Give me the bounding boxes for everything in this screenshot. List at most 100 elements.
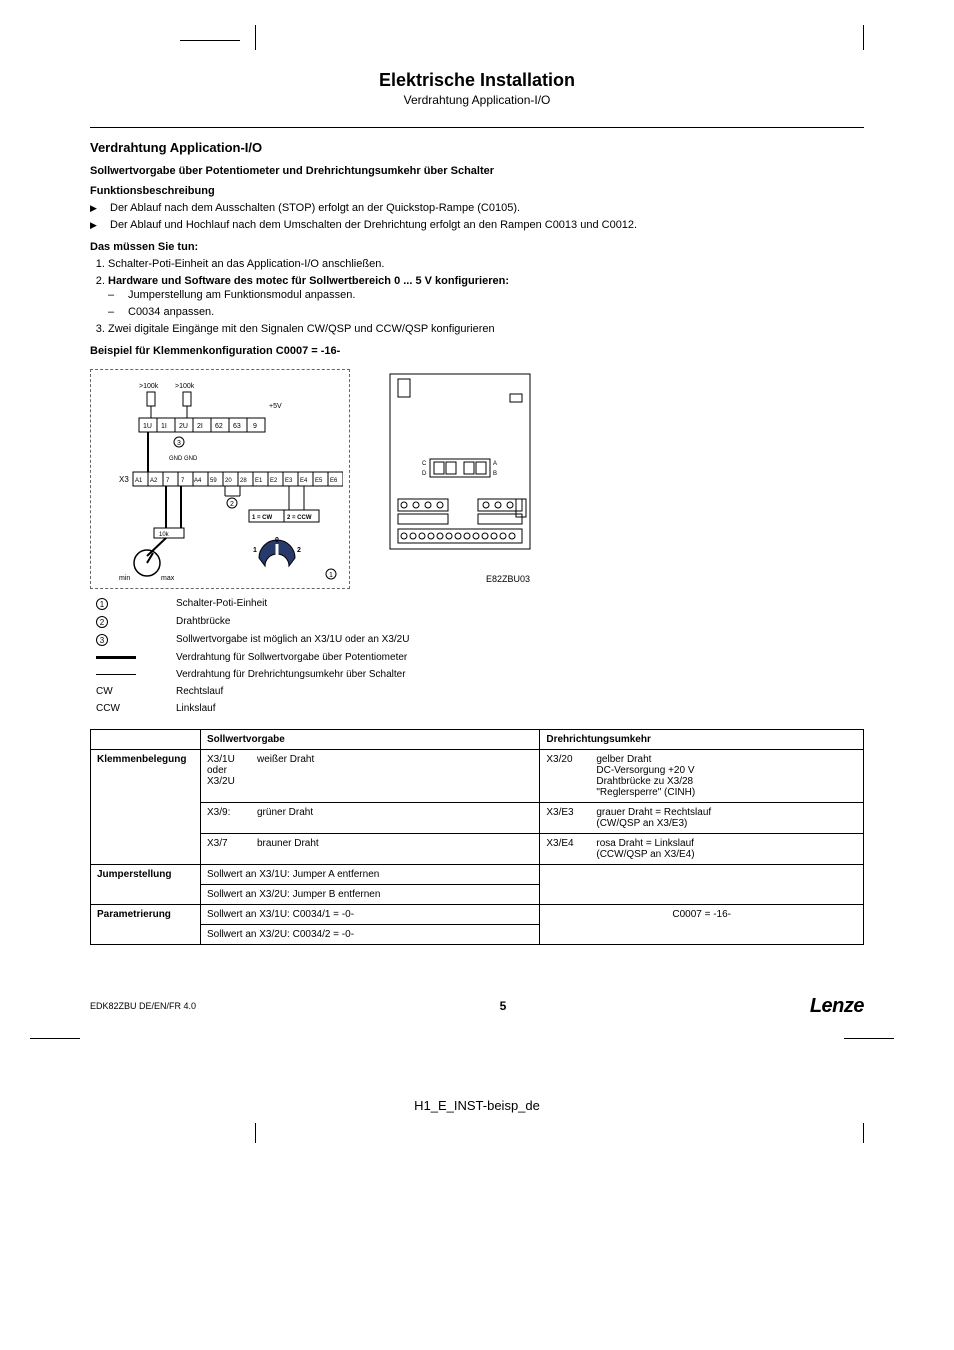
legend-row: 1 Schalter-Poti-Einheit: [90, 595, 864, 613]
header-rule: [90, 127, 864, 128]
page-footer: EDK82ZBU DE/EN/FR 4.0 5 Lenze: [90, 995, 864, 1018]
sub-steps: Jumperstellung am Funktionsmodul anpasse…: [108, 288, 864, 320]
svg-text:B: B: [493, 471, 497, 477]
svg-text:0: 0: [275, 537, 279, 544]
svg-text:>100k: >100k: [175, 383, 195, 390]
svg-text:A4: A4: [194, 478, 202, 484]
svg-text:D: D: [422, 471, 427, 477]
legend-symbol: CW: [90, 683, 170, 700]
page-number: 5: [500, 999, 507, 1013]
legend-table: 1 Schalter-Poti-Einheit 2 Drahtbrücke 3 Sol…: [90, 595, 864, 717]
svg-text:>100k: >100k: [139, 383, 159, 390]
page-header: Elektrische Installation Verdrahtung App…: [90, 70, 864, 107]
svg-text:E6: E6: [330, 478, 338, 484]
page-subtitle: Verdrahtung Application-I/O: [90, 93, 864, 107]
svg-text:59: 59: [210, 478, 217, 484]
cell: Sollwert an X3/2U: C0034/2 = -0-: [201, 924, 540, 944]
svg-text:max: max: [161, 575, 175, 582]
step-item: Schalter-Poti-Einheit an das Application…: [108, 257, 864, 272]
bullet-item: Der Ablauf und Hochlauf nach dem Umschal…: [104, 218, 864, 233]
section-heading: Verdrahtung Application-I/O: [90, 140, 864, 155]
brand-logo: Lenze: [810, 995, 864, 1018]
legend-symbol: 3: [96, 634, 108, 646]
svg-text:3: 3: [177, 440, 181, 447]
table-row: X3/7brauner Draht X3/E4rosa Draht = Link…: [91, 833, 864, 864]
cell: X3/9:grüner Draht: [201, 802, 540, 833]
content-area: Verdrahtung Application-I/O Sollwertvorg…: [90, 140, 864, 1133]
subheading-beispiel: Beispiel für Klemmenkonfiguration C0007 …: [90, 345, 864, 357]
legend-symbol: 1: [96, 598, 108, 610]
table-header-row: Sollwertvorgabe Drehrichtungsumkehr: [91, 729, 864, 749]
legend-line-thin: [96, 674, 136, 675]
terminal-table: Sollwertvorgabe Drehrichtungsumkehr Klem…: [90, 729, 864, 945]
svg-text:E5: E5: [315, 478, 323, 484]
svg-text:A: A: [493, 461, 497, 467]
legend-row: 3 Sollwertvorgabe ist möglich an X3/1U od…: [90, 631, 864, 649]
legend-text: Verdrahtung für Sollwertvorgabe über Pot…: [170, 649, 864, 666]
svg-text:E3: E3: [285, 478, 293, 484]
legend-symbol: 2: [96, 616, 108, 628]
doc-id: EDK82ZBU DE/EN/FR 4.0: [90, 1001, 196, 1011]
function-bullets: Der Ablauf nach dem Ausschalten (STOP) e…: [90, 201, 864, 233]
cell: X3/E3grauer Draht = Rechtslauf (CW/QSP a…: [540, 802, 864, 833]
step-item: Hardware und Software des motec für Soll…: [108, 274, 864, 321]
substep-item: Jumperstellung am Funktionsmodul anpasse…: [122, 288, 864, 303]
wiring-svg: >100k >100k +5V: [99, 378, 343, 582]
legend-text: Sollwertvorgabe ist möglich an X3/1U ode…: [170, 631, 864, 649]
svg-text:10k: 10k: [159, 532, 170, 538]
cell: X3/20gelber Draht DC-Versorgung +20 V Dr…: [540, 749, 864, 802]
legend-text: Drahtbrücke: [170, 613, 864, 631]
svg-text:62: 62: [215, 423, 223, 430]
subheading-sollwert: Sollwertvorgabe über Potentiometer und D…: [90, 165, 864, 177]
svg-text:20: 20: [225, 478, 232, 484]
svg-text:2 = CCW: 2 = CCW: [287, 515, 312, 521]
pcb-svg: C D A B: [380, 369, 540, 569]
col-sollwert: Sollwertvorgabe: [201, 729, 540, 749]
subheading-todo: Das müssen Sie tun:: [90, 241, 864, 253]
table-row: Jumperstellung Sollwert an X3/1U: Jumper…: [91, 864, 864, 884]
legend-line-thick: [96, 656, 136, 659]
cell: X3/1U oder X3/2Uweißer Draht: [201, 749, 540, 802]
legend-text: Schalter-Poti-Einheit: [170, 595, 864, 613]
svg-text:+5V: +5V: [269, 403, 282, 410]
svg-text:1U: 1U: [143, 423, 152, 430]
cell: Sollwert an X3/2U: Jumper B entfernen: [201, 884, 540, 904]
legend-row: CCWLinkslauf: [90, 700, 864, 717]
table-row: Parametrierung Sollwert an X3/1U: C0034/…: [91, 904, 864, 924]
cell: Sollwert an X3/1U: Jumper A entfernen: [201, 864, 540, 884]
legend-row: CWRechtslauf: [90, 683, 864, 700]
svg-text:A2: A2: [150, 478, 158, 484]
svg-text:E2: E2: [270, 478, 278, 484]
row-head: Parametrierung: [91, 904, 201, 944]
diagram-caption: E82ZBU03: [380, 574, 540, 584]
svg-text:28: 28: [240, 478, 247, 484]
svg-text:1: 1: [253, 547, 257, 554]
svg-text:63: 63: [233, 423, 241, 430]
col-drehrichtung: Drehrichtungsumkehr: [540, 729, 864, 749]
svg-text:E1: E1: [255, 478, 263, 484]
legend-row: Verdrahtung für Drehrichtungsumkehr über…: [90, 666, 864, 683]
legend-row: Verdrahtung für Sollwertvorgabe über Pot…: [90, 649, 864, 666]
svg-text:A1: A1: [135, 478, 143, 484]
bullet-item: Der Ablauf nach dem Ausschalten (STOP) e…: [104, 201, 864, 216]
svg-text:2U: 2U: [179, 423, 188, 430]
svg-text:2I: 2I: [197, 423, 203, 430]
legend-text: Linkslauf: [170, 700, 864, 717]
substep-item: C0034 anpassen.: [122, 305, 864, 320]
page-reference: H1_E_INST-beisp_de: [90, 1098, 864, 1113]
diagram-row: >100k >100k +5V: [90, 369, 864, 589]
step-bold: Hardware und Software des motec für Soll…: [108, 275, 509, 287]
svg-text:C: C: [422, 461, 427, 467]
legend-text: Rechtslauf: [170, 683, 864, 700]
row-head: Klemmenbelegung: [91, 749, 201, 864]
subheading-funktionsbeschreibung: Funktionsbeschreibung: [90, 185, 864, 197]
svg-text:min: min: [119, 575, 130, 582]
pcb-diagram: C D A B: [380, 369, 540, 569]
svg-text:1 = CW: 1 = CW: [252, 515, 273, 521]
legend-text: Verdrahtung für Drehrichtungsumkehr über…: [170, 666, 864, 683]
todo-steps: Schalter-Poti-Einheit an das Application…: [90, 257, 864, 337]
svg-text:2: 2: [230, 501, 234, 508]
svg-text:GND GND: GND GND: [169, 456, 198, 462]
svg-text:7: 7: [166, 478, 170, 484]
table-row: X3/9:grüner Draht X3/E3grauer Draht = Re…: [91, 802, 864, 833]
